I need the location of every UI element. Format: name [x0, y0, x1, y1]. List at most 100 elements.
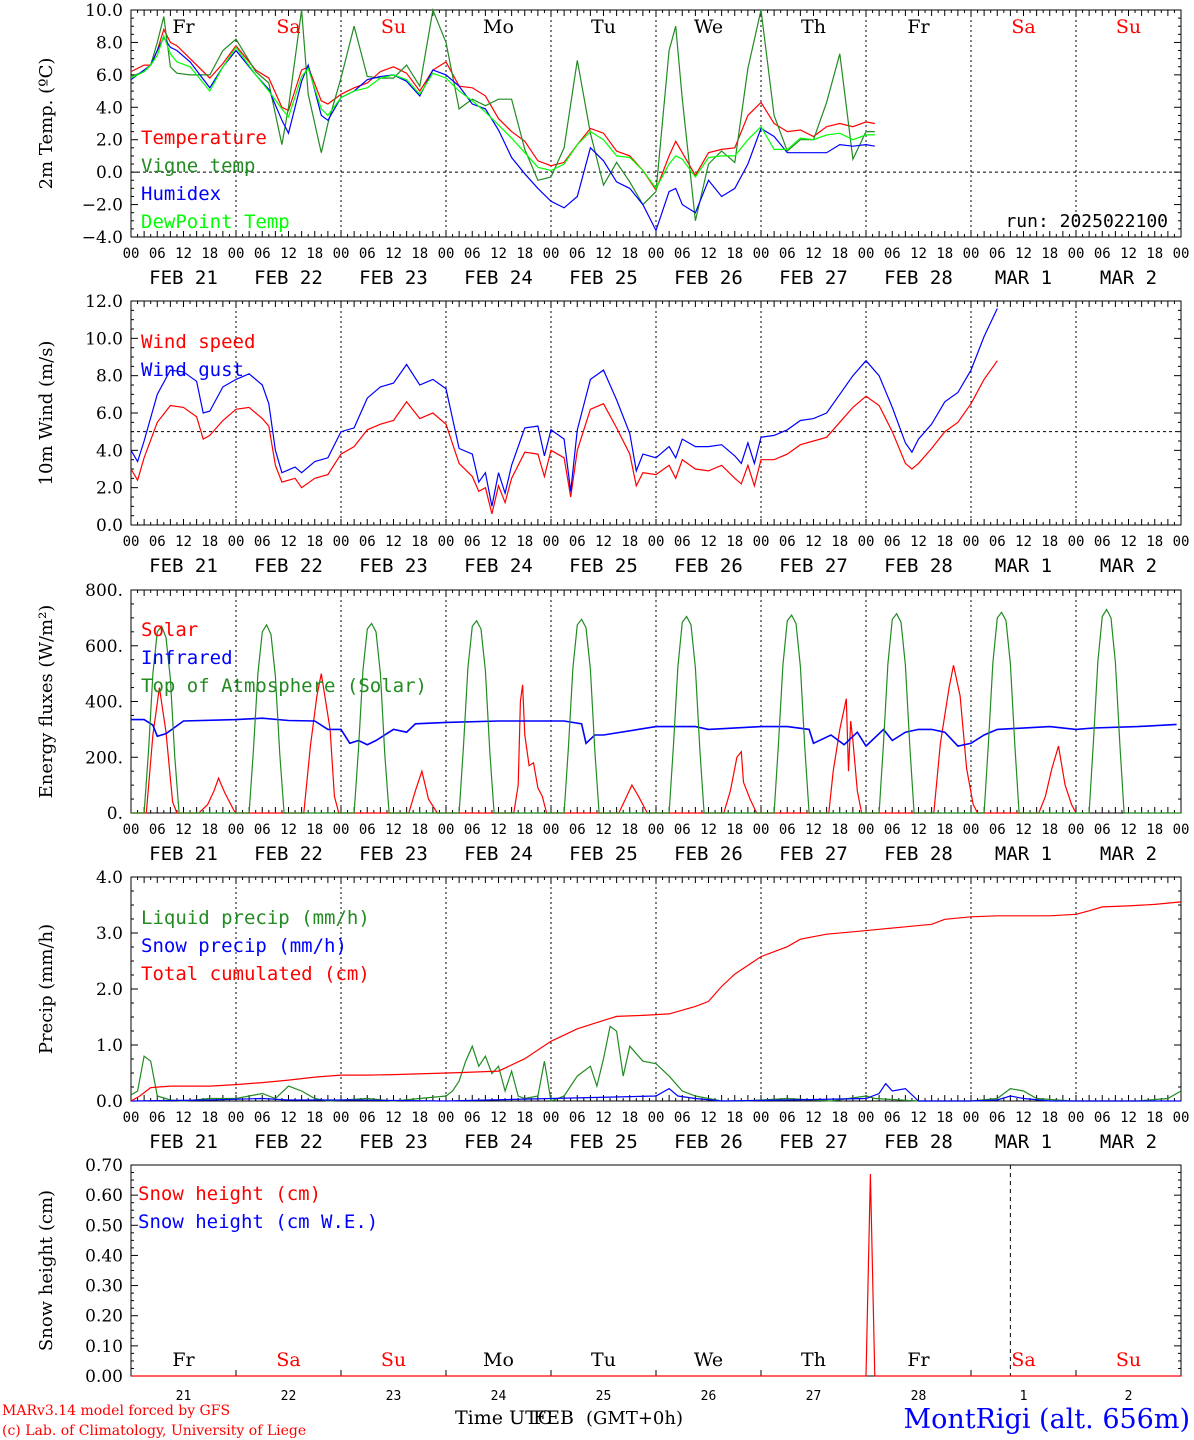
hour-label: 00 — [963, 822, 980, 838]
hour-label: 00 — [228, 534, 245, 550]
date-label: FEB 25 — [569, 843, 638, 865]
hour-label: 12 — [910, 534, 927, 550]
date-label: MAR 2 — [1100, 1131, 1157, 1153]
series-line — [131, 717, 1177, 748]
series-line — [130, 27, 875, 192]
date-label: FEB 21 — [149, 267, 218, 289]
hour-label: 18 — [516, 534, 533, 550]
y-tick-label: 4.0 — [96, 868, 123, 888]
date-label: FEB 24 — [464, 843, 533, 865]
weekday-label: Fr — [172, 16, 195, 38]
hour-label: 18 — [621, 1110, 638, 1126]
x-axis-timezone: (GMT+0h) — [586, 1408, 683, 1429]
copyright: (c) Lab. of Climatology, University of L… — [2, 1423, 306, 1439]
hour-label: 06 — [254, 534, 271, 550]
date-label: FEB 25 — [569, 267, 638, 289]
hour-label: 12 — [490, 822, 507, 838]
hour-label: 18 — [306, 1110, 323, 1126]
hour-label: 06 — [359, 1110, 376, 1126]
hour-label: 06 — [254, 246, 271, 262]
hour-label: 18 — [621, 822, 638, 838]
hour-label: 06 — [569, 534, 586, 550]
weekday-label: Mo — [483, 1349, 514, 1371]
weekday-label: Th — [801, 16, 826, 38]
hour-label: 00 — [648, 1110, 665, 1126]
series-line — [130, 34, 875, 190]
series-line — [130, 1082, 1181, 1102]
legend-entry: Snow height (cm) — [138, 1183, 321, 1205]
legend-entry: Humidex — [141, 183, 221, 205]
hour-label: 06 — [254, 1110, 271, 1126]
weekday-label: Tu — [591, 1349, 616, 1371]
hour-label: 18 — [516, 246, 533, 262]
hour-label: 18 — [306, 534, 323, 550]
hour-label: 12 — [595, 534, 612, 550]
hour-label: 00 — [123, 822, 140, 838]
date-label: FEB 28 — [884, 843, 953, 865]
legend-entry: Infrared — [141, 647, 233, 669]
y-tick-label: 6.0 — [96, 404, 123, 424]
hour-label: 12 — [175, 534, 192, 550]
date-label: FEB 24 — [464, 555, 533, 577]
series-line — [130, 901, 1182, 1102]
y-tick-label: 0.50 — [85, 1216, 123, 1236]
date-label: FEB 21 — [149, 1131, 218, 1153]
hour-label: 00 — [1068, 1110, 1085, 1126]
date-label: MAR 2 — [1100, 267, 1157, 289]
hour-label: 00 — [963, 534, 980, 550]
weekday-label: Fr — [907, 16, 930, 38]
hour-label: 18 — [1146, 534, 1163, 550]
hour-label: 18 — [1146, 822, 1163, 838]
day-number: 27 — [806, 1389, 822, 1404]
y-tick-label: 400. — [85, 693, 123, 713]
hour-label: 12 — [175, 822, 192, 838]
date-label: FEB 28 — [884, 555, 953, 577]
hour-label: 06 — [989, 822, 1006, 838]
hour-label: 12 — [805, 1110, 822, 1126]
weekday-label: Su — [1116, 16, 1141, 38]
day-number: 25 — [596, 1389, 612, 1404]
hour-label: 00 — [543, 246, 560, 262]
hour-label: 00 — [543, 822, 560, 838]
hour-label: 00 — [648, 246, 665, 262]
hour-label: 00 — [438, 246, 455, 262]
plot-frame — [130, 9, 1182, 238]
hour-label: 12 — [910, 1110, 927, 1126]
hour-label: 18 — [201, 534, 218, 550]
y-tick-label: 10.0 — [85, 329, 123, 349]
y-tick-label: 0.00 — [85, 1367, 123, 1387]
hour-label: 18 — [1041, 822, 1058, 838]
hour-label: 18 — [831, 534, 848, 550]
hour-label: 00 — [333, 246, 350, 262]
weekday-label: We — [694, 1349, 723, 1371]
date-label: FEB 24 — [464, 267, 533, 289]
hour-label: 00 — [858, 534, 875, 550]
y-tick-label: 12.0 — [85, 292, 123, 312]
hour-label: 18 — [411, 1110, 428, 1126]
hour-label: 06 — [989, 246, 1006, 262]
panel-4: 4.0 3.0 2.0 1.0 0.0 Precip (mm/h) Liquid preci… — [36, 868, 1189, 1153]
date-label: FEB 26 — [674, 1131, 743, 1153]
legend-entry: Snow height (cm W.E.) — [138, 1211, 378, 1233]
hour-label: 12 — [805, 246, 822, 262]
hour-label: 00 — [858, 246, 875, 262]
hour-label: 00 — [858, 822, 875, 838]
hour-label: 18 — [201, 1110, 218, 1126]
legend-entry: Vigne temp — [141, 155, 255, 177]
date-label: FEB 22 — [254, 555, 323, 577]
date-label: FEB 22 — [254, 843, 323, 865]
weekday-label: Tu — [591, 16, 616, 38]
hour-label: 12 — [175, 1110, 192, 1126]
date-label: FEB 27 — [779, 843, 848, 865]
date-label: FEB 25 — [569, 555, 638, 577]
y-axis-label: Precip (mm/h) — [36, 924, 57, 1054]
hour-label: 06 — [674, 534, 691, 550]
hour-label: 00 — [1068, 246, 1085, 262]
hour-label: 12 — [910, 822, 927, 838]
series-line — [130, 7, 875, 221]
weekday-label: Su — [381, 16, 406, 38]
date-label: FEB 27 — [779, 555, 848, 577]
hour-label: 06 — [149, 1110, 166, 1126]
hour-label: 18 — [621, 534, 638, 550]
